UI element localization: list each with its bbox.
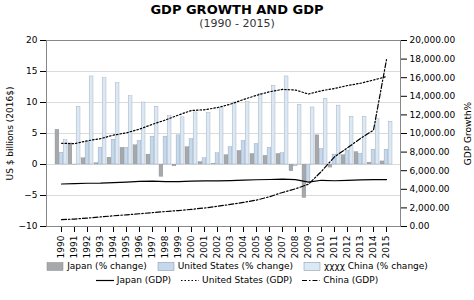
svg-text:6,000.00: 6,000.00 — [410, 166, 450, 176]
svg-text:2002: 2002 — [212, 236, 222, 259]
svg-text:1997: 1997 — [147, 236, 157, 259]
svg-text:16,000.00: 16,000.00 — [410, 73, 456, 83]
svg-text:1992: 1992 — [82, 236, 92, 259]
html-text:China (GDP): China (GDP) — [323, 275, 379, 285]
svg-text:1994: 1994 — [108, 235, 118, 258]
svg-text:2004: 2004 — [238, 235, 248, 258]
html-text:(1990 - 2015): (1990 - 2015) — [199, 17, 275, 30]
svg-text:2003: 2003 — [225, 236, 235, 259]
svg-text:US $ billions (2016$): US $ billions (2016$) — [5, 87, 15, 181]
svg-text:4,000.00: 4,000.00 — [410, 184, 450, 194]
svg-text:12,000.00: 12,000.00 — [410, 110, 456, 120]
svg-text:2007: 2007 — [277, 236, 287, 259]
svg-text:20,000.00: 20,000.00 — [410, 35, 456, 45]
svg-text:2,000.00: 2,000.00 — [410, 203, 450, 213]
svg-text:GDP Growth%: GDP Growth% — [463, 101, 473, 165]
html-text:χχχχ China (% change): χχχχ China (% change) — [324, 261, 428, 271]
svg-text:14,000.00: 14,000.00 — [410, 91, 456, 101]
svg-text:10: 10 — [26, 97, 38, 107]
svg-text:−10: −10 — [19, 221, 38, 231]
svg-text:2005: 2005 — [251, 236, 261, 259]
svg-text:2000: 2000 — [186, 235, 196, 258]
svg-text:10,000.00: 10,000.00 — [410, 128, 456, 138]
svg-text:2001: 2001 — [199, 236, 209, 259]
svg-text:2011: 2011 — [329, 236, 339, 259]
svg-text:1990: 1990 — [56, 235, 66, 258]
svg-text:2009: 2009 — [303, 235, 313, 258]
svg-text:1995: 1995 — [121, 236, 131, 259]
html-text:Japan (% change): Japan (% change) — [67, 261, 147, 271]
html-text:GDP GROWTH AND GDP: GDP GROWTH AND GDP — [150, 2, 324, 17]
svg-text:2014: 2014 — [368, 235, 378, 258]
svg-text:2008: 2008 — [290, 235, 300, 258]
svg-text:1991: 1991 — [69, 236, 79, 259]
svg-text:2015: 2015 — [381, 236, 391, 259]
svg-text:1998: 1998 — [160, 235, 170, 258]
svg-text:1999: 1999 — [173, 235, 183, 258]
svg-text:18,000.00: 18,000.00 — [410, 54, 456, 64]
svg-text:−5: −5 — [24, 190, 37, 200]
svg-text:0: 0 — [32, 159, 38, 169]
svg-text:15: 15 — [26, 66, 37, 76]
svg-text:20: 20 — [26, 35, 38, 45]
html-text:Japan (GDP): Japan (GDP) — [116, 275, 172, 285]
svg-text:8,000.00: 8,000.00 — [410, 147, 450, 157]
svg-text:1996: 1996 — [134, 235, 144, 258]
svg-text:0.00: 0.00 — [410, 221, 430, 231]
svg-text:5: 5 — [32, 128, 38, 138]
html-text:United States (% change): United States (% change) — [177, 261, 294, 271]
svg-text:2010: 2010 — [316, 235, 326, 258]
svg-text:2013: 2013 — [355, 236, 365, 259]
svg-text:1993: 1993 — [95, 236, 105, 259]
svg-text:2012: 2012 — [342, 236, 352, 259]
html-text:United States (GDP): United States (GDP) — [202, 275, 293, 285]
svg-text:2006: 2006 — [264, 235, 274, 258]
